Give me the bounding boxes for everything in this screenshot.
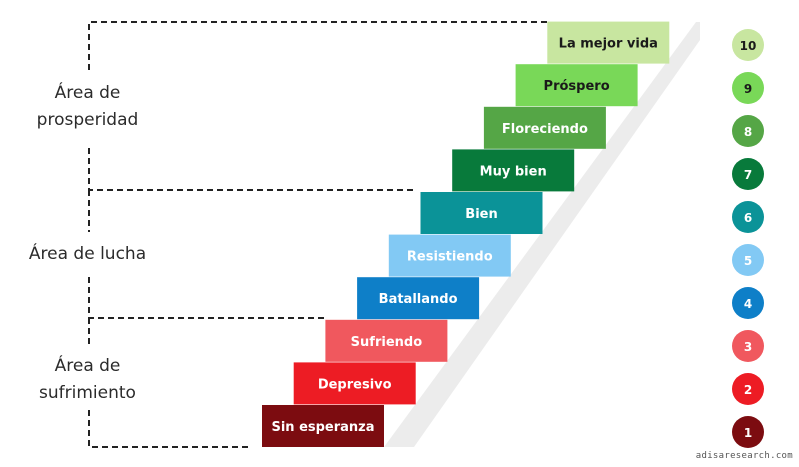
step-4: Batallando [357, 277, 480, 320]
level-circles: 1 2 3 4 5 6 7 8 9 10 [732, 29, 764, 448]
level-circle-10: 10 [732, 29, 764, 61]
level-number: 1 [744, 426, 752, 440]
level-number: 3 [744, 340, 752, 354]
step-label: Batallando [379, 292, 458, 307]
step-label: Sin esperanza [271, 420, 374, 435]
level-circle-5: 5 [732, 244, 764, 276]
level-number: 5 [744, 254, 752, 268]
step-bar [293, 362, 416, 405]
step-5: Resistiendo [388, 234, 511, 277]
level-number: 6 [744, 211, 752, 225]
step-bar [483, 106, 606, 149]
bracket-suffering [88, 318, 252, 448]
level-circle-9: 9 [732, 72, 764, 104]
level-circle-shape [732, 115, 764, 147]
step-label: Sufriendo [351, 335, 423, 350]
level-circle-shape [732, 201, 764, 233]
step-1: Sin esperanza [262, 405, 384, 447]
level-circle-6: 6 [732, 201, 764, 233]
watermark: adisaresearch.com [695, 451, 793, 461]
step-label: La mejor vida [559, 37, 658, 52]
level-circle-2: 2 [732, 373, 764, 405]
level-circle-8: 8 [732, 115, 764, 147]
step-label: Muy bien [480, 164, 547, 179]
level-circle-4: 4 [732, 287, 764, 319]
step-bar [452, 149, 575, 192]
step-6: Bien [420, 192, 543, 234]
area-struggle-label: Área de lucha [28, 244, 147, 264]
level-number: 7 [744, 168, 752, 182]
level-number: 8 [744, 125, 752, 139]
level-circle-7: 7 [732, 158, 764, 190]
level-circle-shape [732, 158, 764, 190]
step-3: Sufriendo [325, 319, 448, 362]
area-prosperity-label: Área de prosperidad [36, 83, 139, 130]
step-bar [420, 192, 543, 234]
level-number: 2 [744, 383, 752, 397]
area-suffering-label: Área de sufrimiento [39, 356, 136, 403]
steps-layer: Sin esperanza Depresivo Sufriendo Batalland… [262, 21, 670, 447]
step-label: Resistiendo [407, 250, 493, 265]
stair-shadow [384, 22, 700, 447]
level-circle-shape [732, 244, 764, 276]
step-label: Bien [465, 207, 497, 222]
step-label: Depresivo [318, 377, 392, 392]
step-label: Próspero [544, 79, 610, 94]
step-bar [515, 64, 638, 107]
step-9: Próspero [515, 64, 638, 107]
step-bar [388, 234, 511, 277]
step-bar [325, 319, 448, 362]
step-7: Muy bien [452, 149, 575, 192]
step-bar [262, 405, 384, 447]
level-circle-shape [732, 287, 764, 319]
level-circle-3: 3 [732, 330, 764, 362]
step-bar [357, 277, 480, 320]
step-2: Depresivo [293, 362, 416, 405]
level-number: 10 [740, 39, 757, 53]
level-circle-1: 1 [732, 416, 764, 448]
step-bar [547, 21, 670, 64]
level-number: 4 [744, 297, 752, 311]
step-10: La mejor vida [547, 21, 670, 64]
level-circle-shape [732, 72, 764, 104]
level-circle-shape [732, 416, 764, 448]
level-circle-shape [732, 330, 764, 362]
level-number: 9 [744, 82, 752, 96]
step-label: Floreciendo [502, 122, 588, 137]
step-8: Floreciendo [483, 106, 606, 149]
level-circle-shape [732, 29, 764, 61]
level-circle-shape [732, 373, 764, 405]
